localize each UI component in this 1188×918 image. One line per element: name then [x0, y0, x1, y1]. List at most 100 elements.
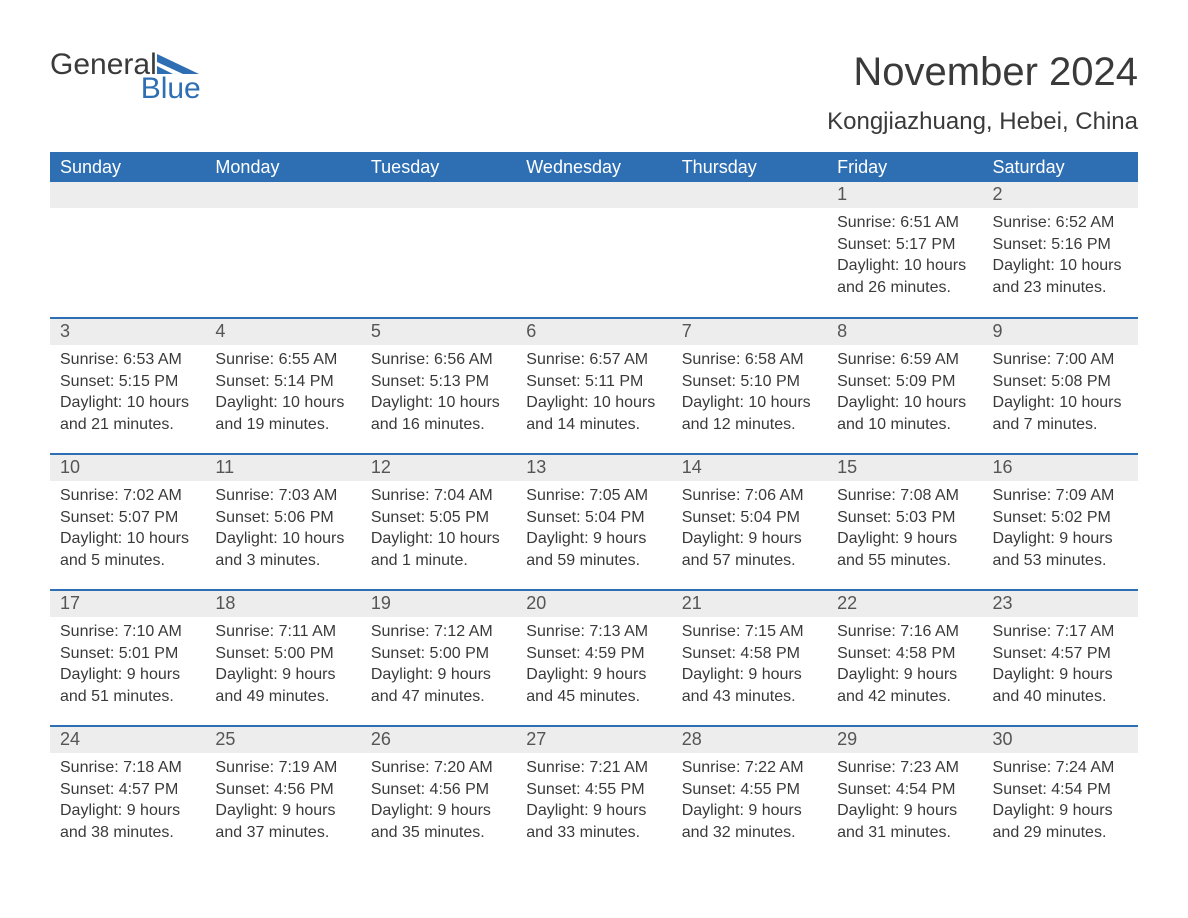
- calendar-cell: 11Sunrise: 7:03 AMSunset: 5:06 PMDayligh…: [205, 454, 360, 590]
- sunset-text: Sunset: 5:02 PM: [993, 507, 1128, 529]
- daylight-text: Daylight: 9 hours and 32 minutes.: [682, 800, 817, 843]
- sunset-text: Sunset: 5:09 PM: [837, 371, 972, 393]
- calendar-cell: 22Sunrise: 7:16 AMSunset: 4:58 PMDayligh…: [827, 590, 982, 726]
- day-number: [672, 182, 827, 208]
- sunset-text: Sunset: 5:16 PM: [993, 234, 1128, 256]
- logo-text-block: General Blue: [50, 50, 201, 104]
- calendar-body: 1Sunrise: 6:51 AMSunset: 5:17 PMDaylight…: [50, 182, 1138, 862]
- day-data: [361, 208, 516, 218]
- weekday-header: Monday: [205, 152, 360, 182]
- daylight-text: Daylight: 10 hours and 21 minutes.: [60, 392, 195, 435]
- calendar-cell: 20Sunrise: 7:13 AMSunset: 4:59 PMDayligh…: [516, 590, 671, 726]
- daylight-text: Daylight: 10 hours and 23 minutes.: [993, 255, 1128, 298]
- calendar-cell: [205, 182, 360, 318]
- sunset-text: Sunset: 5:06 PM: [215, 507, 350, 529]
- sunrise-text: Sunrise: 7:09 AM: [993, 485, 1128, 507]
- sunrise-text: Sunrise: 7:16 AM: [837, 621, 972, 643]
- day-data: Sunrise: 7:06 AMSunset: 5:04 PMDaylight:…: [672, 481, 827, 577]
- sunset-text: Sunset: 5:14 PM: [215, 371, 350, 393]
- day-number: 19: [361, 591, 516, 617]
- daylight-text: Daylight: 10 hours and 26 minutes.: [837, 255, 972, 298]
- day-data: Sunrise: 7:23 AMSunset: 4:54 PMDaylight:…: [827, 753, 982, 849]
- calendar-cell: 1Sunrise: 6:51 AMSunset: 5:17 PMDaylight…: [827, 182, 982, 318]
- calendar-cell: 21Sunrise: 7:15 AMSunset: 4:58 PMDayligh…: [672, 590, 827, 726]
- day-number: 18: [205, 591, 360, 617]
- day-number: 8: [827, 319, 982, 345]
- day-data: Sunrise: 7:10 AMSunset: 5:01 PMDaylight:…: [50, 617, 205, 713]
- sunrise-text: Sunrise: 7:12 AM: [371, 621, 506, 643]
- calendar-cell: 28Sunrise: 7:22 AMSunset: 4:55 PMDayligh…: [672, 726, 827, 862]
- sunrise-text: Sunrise: 7:06 AM: [682, 485, 817, 507]
- day-number: 28: [672, 727, 827, 753]
- sunset-text: Sunset: 5:15 PM: [60, 371, 195, 393]
- day-data: Sunrise: 7:08 AMSunset: 5:03 PMDaylight:…: [827, 481, 982, 577]
- day-number: 25: [205, 727, 360, 753]
- daylight-text: Daylight: 9 hours and 43 minutes.: [682, 664, 817, 707]
- sunrise-text: Sunrise: 7:24 AM: [993, 757, 1128, 779]
- day-data: Sunrise: 6:59 AMSunset: 5:09 PMDaylight:…: [827, 345, 982, 441]
- sunrise-text: Sunrise: 7:21 AM: [526, 757, 661, 779]
- weekday-header: Wednesday: [516, 152, 671, 182]
- sunrise-text: Sunrise: 7:03 AM: [215, 485, 350, 507]
- day-data: Sunrise: 7:20 AMSunset: 4:56 PMDaylight:…: [361, 753, 516, 849]
- calendar-cell: 6Sunrise: 6:57 AMSunset: 5:11 PMDaylight…: [516, 318, 671, 454]
- sunrise-text: Sunrise: 7:15 AM: [682, 621, 817, 643]
- daylight-text: Daylight: 9 hours and 57 minutes.: [682, 528, 817, 571]
- day-number: 9: [983, 319, 1138, 345]
- day-number: 27: [516, 727, 671, 753]
- day-data: Sunrise: 7:16 AMSunset: 4:58 PMDaylight:…: [827, 617, 982, 713]
- weekday-header: Sunday: [50, 152, 205, 182]
- day-number: 21: [672, 591, 827, 617]
- daylight-text: Daylight: 9 hours and 33 minutes.: [526, 800, 661, 843]
- day-number: 4: [205, 319, 360, 345]
- daylight-text: Daylight: 10 hours and 3 minutes.: [215, 528, 350, 571]
- daylight-text: Daylight: 9 hours and 53 minutes.: [993, 528, 1128, 571]
- day-data: [205, 208, 360, 218]
- daylight-text: Daylight: 9 hours and 45 minutes.: [526, 664, 661, 707]
- day-number: 17: [50, 591, 205, 617]
- day-number: 13: [516, 455, 671, 481]
- day-number: [50, 182, 205, 208]
- calendar-cell: [361, 182, 516, 318]
- calendar-cell: 13Sunrise: 7:05 AMSunset: 5:04 PMDayligh…: [516, 454, 671, 590]
- calendar-cell: 10Sunrise: 7:02 AMSunset: 5:07 PMDayligh…: [50, 454, 205, 590]
- day-number: 2: [983, 182, 1138, 208]
- location: Kongjiazhuang, Hebei, China: [827, 108, 1138, 136]
- daylight-text: Daylight: 10 hours and 10 minutes.: [837, 392, 972, 435]
- month-title: November 2024: [827, 50, 1138, 94]
- day-data: [516, 208, 671, 218]
- day-number: 6: [516, 319, 671, 345]
- day-number: 16: [983, 455, 1138, 481]
- sunrise-text: Sunrise: 6:59 AM: [837, 349, 972, 371]
- calendar-cell: 16Sunrise: 7:09 AMSunset: 5:02 PMDayligh…: [983, 454, 1138, 590]
- sunset-text: Sunset: 4:56 PM: [215, 779, 350, 801]
- sunrise-text: Sunrise: 6:55 AM: [215, 349, 350, 371]
- calendar-cell: 12Sunrise: 7:04 AMSunset: 5:05 PMDayligh…: [361, 454, 516, 590]
- sunrise-text: Sunrise: 6:56 AM: [371, 349, 506, 371]
- daylight-text: Daylight: 9 hours and 51 minutes.: [60, 664, 195, 707]
- day-data: Sunrise: 7:19 AMSunset: 4:56 PMDaylight:…: [205, 753, 360, 849]
- day-data: Sunrise: 7:13 AMSunset: 4:59 PMDaylight:…: [516, 617, 671, 713]
- sunrise-text: Sunrise: 7:04 AM: [371, 485, 506, 507]
- sunrise-text: Sunrise: 7:11 AM: [215, 621, 350, 643]
- day-data: Sunrise: 7:12 AMSunset: 5:00 PMDaylight:…: [361, 617, 516, 713]
- weekday-header: Saturday: [983, 152, 1138, 182]
- sunrise-text: Sunrise: 7:22 AM: [682, 757, 817, 779]
- calendar-cell: 3Sunrise: 6:53 AMSunset: 5:15 PMDaylight…: [50, 318, 205, 454]
- weekday-header: Friday: [827, 152, 982, 182]
- sunrise-text: Sunrise: 7:08 AM: [837, 485, 972, 507]
- sunset-text: Sunset: 5:07 PM: [60, 507, 195, 529]
- sunset-text: Sunset: 4:54 PM: [837, 779, 972, 801]
- daylight-text: Daylight: 9 hours and 37 minutes.: [215, 800, 350, 843]
- daylight-text: Daylight: 10 hours and 5 minutes.: [60, 528, 195, 571]
- sunrise-text: Sunrise: 7:17 AM: [993, 621, 1128, 643]
- sunset-text: Sunset: 5:17 PM: [837, 234, 972, 256]
- sunrise-text: Sunrise: 7:05 AM: [526, 485, 661, 507]
- day-data: Sunrise: 6:55 AMSunset: 5:14 PMDaylight:…: [205, 345, 360, 441]
- daylight-text: Daylight: 9 hours and 40 minutes.: [993, 664, 1128, 707]
- sunset-text: Sunset: 5:11 PM: [526, 371, 661, 393]
- daylight-text: Daylight: 10 hours and 12 minutes.: [682, 392, 817, 435]
- day-data: Sunrise: 7:09 AMSunset: 5:02 PMDaylight:…: [983, 481, 1138, 577]
- day-data: Sunrise: 7:02 AMSunset: 5:07 PMDaylight:…: [50, 481, 205, 577]
- day-data: [50, 208, 205, 218]
